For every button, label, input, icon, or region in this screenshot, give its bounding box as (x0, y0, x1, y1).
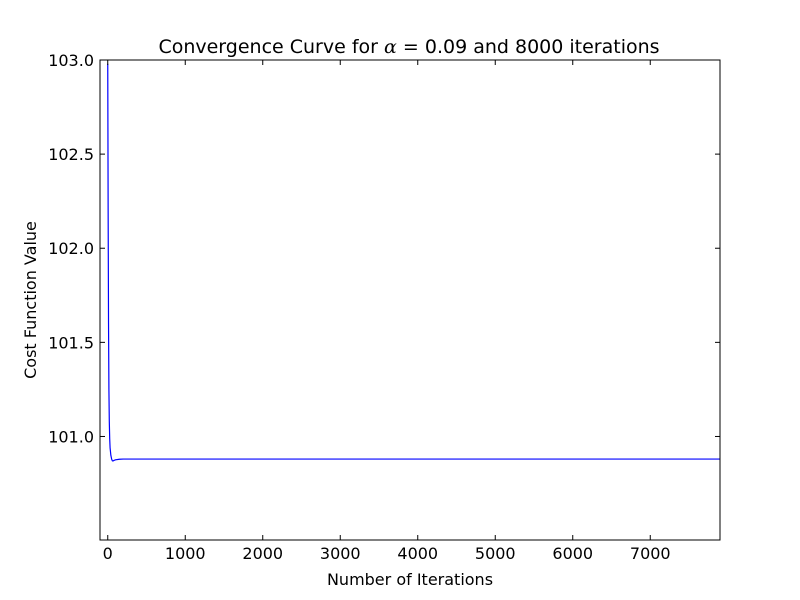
chart-title-symbol: α (384, 36, 397, 58)
x-tick-label: 6000 (552, 544, 593, 563)
y-tick-label: 101.5 (48, 333, 94, 352)
y-tick-label: 102.5 (48, 145, 94, 164)
plot-background (100, 60, 720, 540)
plot-area: 0 1000 2000 3000 4000 5000 6000 7000 101.0 101.5 1… (48, 51, 721, 563)
y-tick-label: 101.0 (48, 427, 94, 446)
x-tick-label: 0 (103, 544, 113, 563)
y-tick-label: 103.0 (48, 51, 94, 70)
series-line-0 (107, 63, 720, 462)
chart-title-equals: = (397, 36, 425, 58)
plot-frame (99, 59, 721, 541)
chart-title-suffix: 0.09 and 8000 iterations (425, 36, 660, 58)
x-tick-label: 2000 (242, 544, 283, 563)
chart-title-prefix: Convergence Curve for (158, 36, 384, 58)
x-tick-label: 5000 (475, 544, 516, 563)
x-tick-label: 3000 (320, 544, 361, 563)
chart-title: Convergence Curve for α = 0.09 and 8000 … (158, 36, 659, 58)
x-tick-label: 1000 (165, 544, 206, 563)
y-tick-label: 102.0 (48, 239, 94, 258)
x-tick-label: 7000 (630, 544, 671, 563)
x-axis-title: Number of Iterations (327, 570, 493, 589)
y-axis-title: Cost Function Value (21, 221, 40, 379)
x-tick-label: 4000 (397, 544, 438, 563)
